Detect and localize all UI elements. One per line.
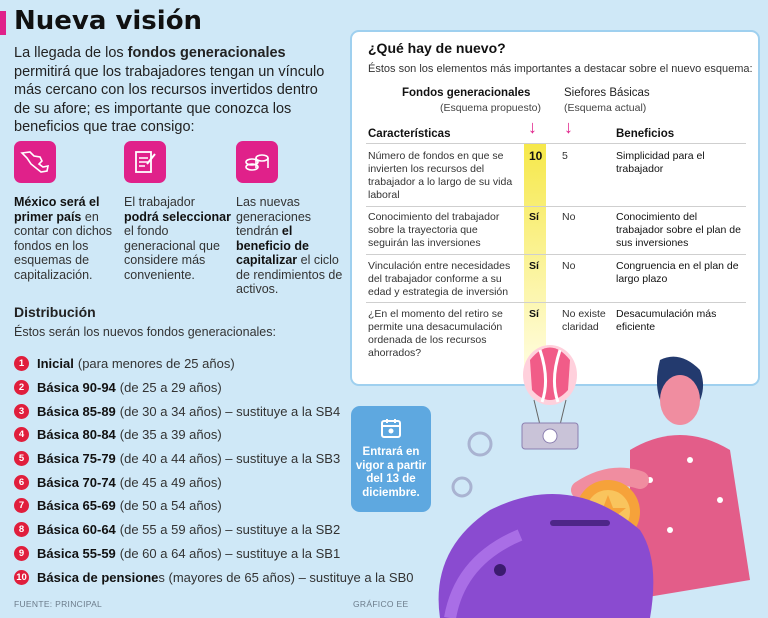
list-item: 10 Básica de pensione s (mayores de 65 año…	[14, 565, 413, 589]
distribution-heading: Distribución	[14, 304, 96, 320]
list-item: 3 Básica 85-89 (de 30 a 34 años) – sustitu…	[14, 399, 413, 423]
list-item: 8 Básica 60-64 (de 55 a 59 años) – sustitu…	[14, 518, 413, 542]
list-item: 6 Básica 70-74 (de 45 a 49 años)	[14, 470, 413, 494]
highlight-column	[524, 144, 546, 370]
calendar-icon	[381, 419, 401, 438]
page-title: Nueva visión	[14, 6, 203, 36]
mexico-map-icon	[14, 141, 56, 183]
table-row: Vinculación entre necesidades del trabaj…	[366, 254, 746, 302]
person-figure	[571, 356, 750, 600]
coin-icon	[467, 431, 493, 457]
col-siefores-sub: (Esquema actual)	[564, 102, 647, 114]
list-item: 1 Inicial (para menores de 25 años)	[14, 352, 413, 376]
effective-date-notice: Entrará en vigor a partir del 13 de dici…	[351, 406, 431, 512]
source-note: FUENTE: PRINCIPAL	[14, 599, 103, 609]
title-accent-bar	[0, 11, 6, 35]
coins-icon	[236, 141, 278, 183]
balloon-icon	[521, 345, 579, 450]
col-fondos-sub: (Esquema propuesto)	[440, 102, 541, 114]
list-item: 5 Básica 75-79 (de 40 a 44 años) – sustitu…	[14, 447, 413, 471]
table-row: Conocimiento del trabajador sobre la tra…	[366, 206, 746, 254]
distribution-list: 1 Inicial (para menores de 25 años) 2 Básic…	[14, 352, 413, 589]
col-caracteristicas: Características	[368, 128, 451, 140]
arrow-down-icon: ↓	[528, 117, 537, 137]
comparison-card: ¿Qué hay de nuevo? Éstos son los element…	[350, 30, 760, 386]
col-siefores: Siefores Básicas	[564, 87, 650, 99]
list-item: 9 Básica 55-59 (de 60 a 64 años) – sustitu…	[14, 542, 413, 566]
checklist-icon	[124, 141, 166, 183]
piggy-bank-icon	[438, 494, 654, 618]
card-heading: ¿Qué hay de nuevo?	[368, 40, 506, 56]
table-row: Número de fondos en que se invierten los…	[366, 143, 746, 206]
list-item: 2 Básica 90-94 (de 25 a 29 años)	[14, 376, 413, 400]
distribution-subtitle: Éstos serán los nuevos fondos generacion…	[14, 325, 276, 339]
coin-icon	[451, 476, 473, 498]
intro-text: La llegada de los fondos generacionales …	[14, 45, 325, 135]
list-item: 4 Básica 80-84 (de 35 a 39 años)	[14, 423, 413, 447]
feature-mexico: México será el primer país en contar con…	[14, 141, 122, 282]
credit-note: GRÁFICO EE	[353, 599, 409, 609]
col-beneficios: Beneficios	[616, 128, 675, 140]
table-row: ¿En el momento del retiro se permite una…	[366, 302, 746, 362]
savings-illustration	[438, 345, 750, 618]
col-fondos-generacionales: Fondos generacionales	[402, 87, 531, 99]
feature-select: El trabajador podrá seleccionar el fondo…	[124, 141, 232, 282]
arrow-down-icon: ↓	[564, 117, 573, 137]
card-subtitle: Éstos son los elementos más importantes …	[368, 63, 753, 75]
list-item: 7 Básica 65-69 (de 50 a 54 años)	[14, 494, 413, 518]
feature-capitalize: Las nuevas generaciones tendrán el benef…	[236, 141, 344, 297]
